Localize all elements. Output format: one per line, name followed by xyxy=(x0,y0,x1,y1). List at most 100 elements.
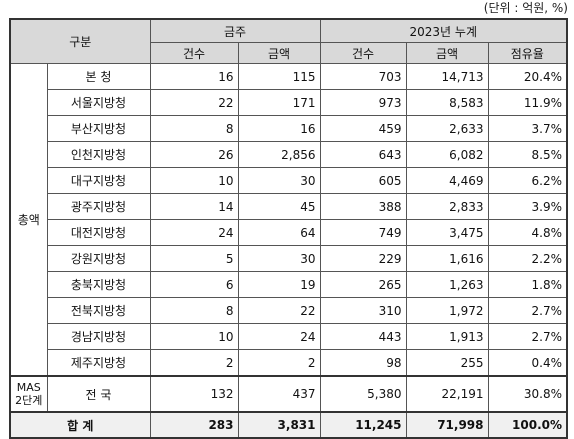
year-amount: 22,191 xyxy=(405,375,489,413)
share: 8.5% xyxy=(487,141,568,168)
table-row: 인천지방청 26 2,856 643 6,082 8.5% xyxy=(10,141,568,168)
year-count: 749 xyxy=(319,219,407,246)
year-count: 98 xyxy=(319,349,407,377)
share: 20.4% xyxy=(487,63,568,90)
table-row: 충북지방청 6 19 265 1,263 1.8% xyxy=(10,271,568,298)
week-amount: 115 xyxy=(237,63,321,90)
week-count: 22 xyxy=(149,89,239,116)
week-count: 132 xyxy=(149,375,239,413)
table-row: 서울지방청 22 171 973 8,583 11.9% xyxy=(10,89,568,116)
year-count: 973 xyxy=(319,89,407,116)
header-year-total: 2023년 누계 xyxy=(319,18,568,43)
procurement-table: 구분 금주 2023년 누계 건수 금액 건수 금액 점유율 총액 본 청 16 11… xyxy=(9,18,569,439)
row-name: 강원지방청 xyxy=(46,245,151,272)
week-count: 26 xyxy=(149,141,239,168)
row-name: 본 청 xyxy=(46,63,151,90)
table-row: 대구지방청 10 30 605 4,469 6.2% xyxy=(10,167,568,194)
row-name: 전 국 xyxy=(46,375,151,413)
table-row: 전북지방청 8 22 310 1,972 2.7% xyxy=(10,297,568,324)
week-amount: 2 xyxy=(237,349,321,377)
year-amount: 14,713 xyxy=(405,63,489,90)
header-year-amount: 금액 xyxy=(405,42,489,64)
header-share: 점유율 xyxy=(487,42,568,64)
year-amount: 1,263 xyxy=(405,271,489,298)
year-count: 388 xyxy=(319,193,407,220)
year-count: 643 xyxy=(319,141,407,168)
total-year-amount: 71,998 xyxy=(405,411,489,439)
week-count: 14 xyxy=(149,193,239,220)
unit-note: (단위 : 억원, %) xyxy=(483,1,568,15)
year-amount: 1,913 xyxy=(405,323,489,350)
share: 3.9% xyxy=(487,193,568,220)
week-amount: 22 xyxy=(237,297,321,324)
total-week-count: 283 xyxy=(149,411,239,439)
header-week-count: 건수 xyxy=(149,42,239,64)
week-count: 8 xyxy=(149,297,239,324)
table-row: 경남지방청 10 24 443 1,913 2.7% xyxy=(10,323,568,350)
share: 3.7% xyxy=(487,115,568,142)
week-count: 2 xyxy=(149,349,239,377)
week-count: 24 xyxy=(149,219,239,246)
table-body: 총액 본 청 16 115 703 14,713 20.4% 서울지방청 22 171 973 8,5… xyxy=(9,63,568,439)
week-amount: 45 xyxy=(237,193,321,220)
week-amount: 171 xyxy=(237,89,321,116)
share: 0.4% xyxy=(487,349,568,377)
group-label-total: 총액 xyxy=(9,63,48,377)
row-name: 부산지방청 xyxy=(46,115,151,142)
row-name: 대구지방청 xyxy=(46,167,151,194)
week-count: 8 xyxy=(149,115,239,142)
week-count: 6 xyxy=(149,271,239,298)
year-count: 605 xyxy=(319,167,407,194)
row-name: 서울지방청 xyxy=(46,89,151,116)
header-year-count: 건수 xyxy=(319,42,407,64)
header-this-week: 금주 xyxy=(149,18,321,43)
week-amount: 2,856 xyxy=(237,141,321,168)
week-amount: 30 xyxy=(237,245,321,272)
year-amount: 1,616 xyxy=(405,245,489,272)
table-row-mas: MAS 2단계 전 국 132 437 5,380 22,191 30.8% xyxy=(9,375,568,413)
table-row-total: 합 계 283 3,831 11,245 71,998 100.0% xyxy=(9,411,568,439)
week-count: 10 xyxy=(149,167,239,194)
header-category: 구분 xyxy=(9,18,151,64)
year-amount: 255 xyxy=(405,349,489,377)
week-amount: 437 xyxy=(237,375,321,413)
year-count: 459 xyxy=(319,115,407,142)
row-name: 대전지방청 xyxy=(46,219,151,246)
table-row: 강원지방청 5 30 229 1,616 2.2% xyxy=(10,245,568,272)
year-amount: 3,475 xyxy=(405,219,489,246)
group-label-mas: MAS 2단계 xyxy=(9,375,48,413)
week-amount: 30 xyxy=(237,167,321,194)
week-count: 5 xyxy=(149,245,239,272)
share: 4.8% xyxy=(487,219,568,246)
year-count: 310 xyxy=(319,297,407,324)
total-share: 100.0% xyxy=(487,411,568,439)
week-amount: 16 xyxy=(237,115,321,142)
table-row: 총액 본 청 16 115 703 14,713 20.4% xyxy=(9,63,568,377)
week-count: 16 xyxy=(149,63,239,90)
share: 30.8% xyxy=(487,375,568,413)
week-amount: 64 xyxy=(237,219,321,246)
share: 2.2% xyxy=(487,245,568,272)
header-week-amount: 금액 xyxy=(237,42,321,64)
table-row: 대전지방청 24 64 749 3,475 4.8% xyxy=(10,219,568,246)
share: 1.8% xyxy=(487,271,568,298)
year-amount: 2,833 xyxy=(405,193,489,220)
total-label: 합 계 xyxy=(9,411,151,439)
share: 2.7% xyxy=(487,323,568,350)
year-count: 229 xyxy=(319,245,407,272)
year-amount: 2,633 xyxy=(405,115,489,142)
year-count: 265 xyxy=(319,271,407,298)
table-row: 광주지방청 14 45 388 2,833 3.9% xyxy=(10,193,568,220)
week-amount: 19 xyxy=(237,271,321,298)
table-row: 제주지방청 2 2 98 255 0.4% xyxy=(10,349,568,377)
row-name: 광주지방청 xyxy=(46,193,151,220)
share: 6.2% xyxy=(487,167,568,194)
year-count: 703 xyxy=(319,63,407,90)
row-name: 제주지방청 xyxy=(46,349,151,377)
year-amount: 6,082 xyxy=(405,141,489,168)
year-count: 5,380 xyxy=(319,375,407,413)
year-amount: 1,972 xyxy=(405,297,489,324)
row-name: 인천지방청 xyxy=(46,141,151,168)
week-amount: 24 xyxy=(237,323,321,350)
row-name: 경남지방청 xyxy=(46,323,151,350)
